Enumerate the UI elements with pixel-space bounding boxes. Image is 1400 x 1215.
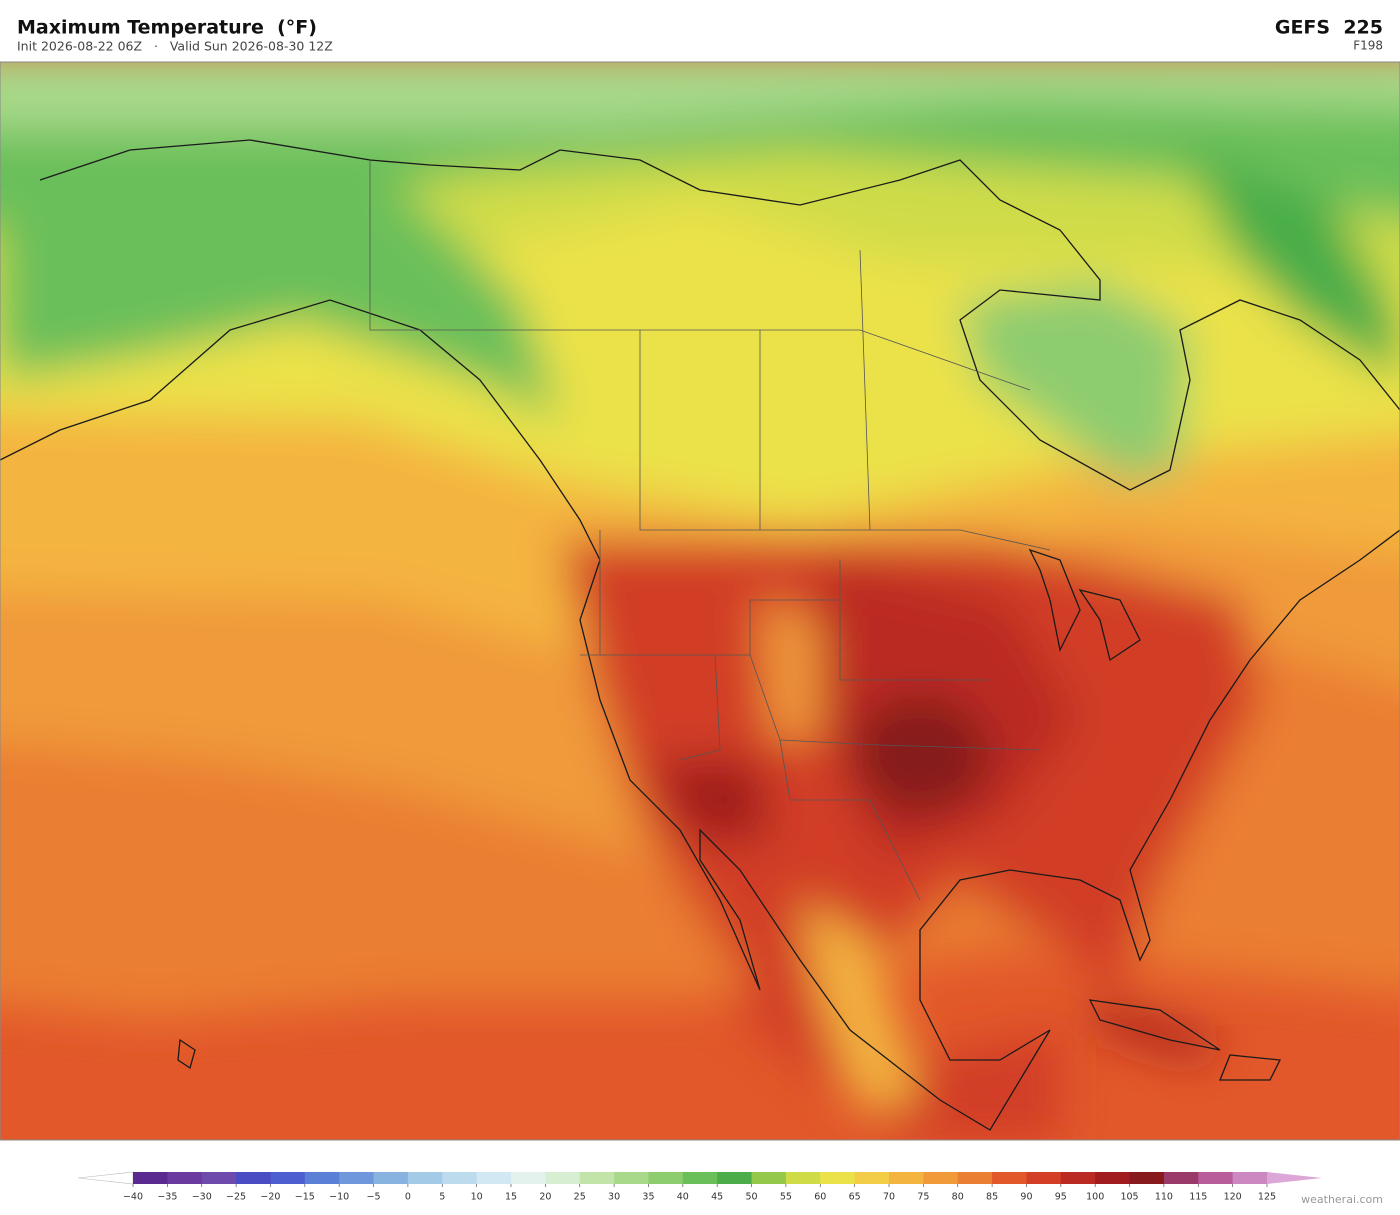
colorbar-tick-label: 10 [471,1192,483,1203]
colorbar-bin [442,1172,478,1184]
colorbar-bin [1232,1172,1268,1184]
colorbar-tick-label: 35 [642,1192,654,1203]
colorbar-tick-label: 95 [1055,1192,1067,1203]
colorbar-tick-label: 50 [745,1192,757,1203]
map-subtitle: Init 2026-08-22 06Z · Valid Sun 2026-08-… [17,39,333,54]
colorbar-tick-label: 5 [439,1192,445,1203]
colorbar-tick-label: 100 [1086,1192,1104,1203]
colorbar-bin [992,1172,1027,1184]
colorbar-tick-label: −30 [192,1192,212,1203]
colorbar-tick-label: 20 [539,1192,551,1203]
colorbar-bin [1129,1172,1165,1184]
colorbar-bin [1026,1172,1062,1184]
colorbar-tick-label: −10 [329,1192,349,1203]
colorbar-tick-label: 30 [608,1192,620,1203]
colorbar-tick-label: 65 [849,1192,861,1203]
colorbar-bin [579,1172,615,1184]
colorbar-bin [167,1172,203,1184]
colorbar-bin [923,1172,959,1184]
map-frame [0,61,1400,1141]
colorbar-tick-label: 15 [505,1192,517,1203]
colorbar-tick-label: −5 [367,1192,381,1203]
colorbar-bin [785,1172,821,1184]
colorbar-tick-label: −40 [123,1192,143,1203]
colorbar-bin [339,1172,375,1184]
colorbar-under [77,1171,134,1185]
colorbar-bin [201,1172,237,1184]
colorbar-bin [476,1172,512,1184]
colorbar-bin [1163,1172,1199,1184]
colorbar-bin [1060,1172,1096,1184]
watermark: weatherai.com [1301,1193,1383,1206]
colorbar-bin [854,1172,890,1184]
map-title: Maximum Temperature (°F) [17,17,317,39]
colorbar-bin [133,1172,168,1184]
colorbar-bin [407,1172,443,1184]
colorbar-tick-label: 45 [711,1192,723,1203]
colorbar-bin [304,1172,340,1184]
colorbar-tick-label: 55 [780,1192,792,1203]
colorbar-bin [270,1172,306,1184]
colorbar-tick-label: 125 [1258,1192,1276,1203]
colorbar-tick-label: 75 [917,1192,929,1203]
colorbar-bin [1198,1172,1234,1184]
colorbar-bin [717,1172,753,1184]
colorbar-bin [614,1172,649,1184]
colorbar-bin [648,1172,684,1184]
colorbar-tick-label: 70 [883,1192,895,1203]
colorbar-tick-label: 90 [1020,1192,1032,1203]
colorbar-bin [820,1172,856,1184]
colorbar-tick-label: 80 [952,1192,964,1203]
colorbar-bin [889,1172,924,1184]
colorbar-tick-label: 25 [574,1192,586,1203]
colorbar-tick-label: 60 [814,1192,826,1203]
colorbar-bin [751,1172,787,1184]
colorbar-tick-label: 110 [1155,1192,1173,1203]
colorbar-tick-label: 0 [405,1192,411,1203]
colorbar-bin [511,1172,546,1184]
colorbar-bin [1095,1172,1131,1184]
forecast-hour: F198 [1353,39,1383,53]
colorbar: −40 −35 −30 −25 −20 −15 −10 −5 0 5 10 15 20 25 30 35 40 4… [77,1171,1322,1203]
colorbar-bin [957,1172,993,1184]
colorbar-tick-label: 40 [677,1192,689,1203]
colorbar-tick-label: −20 [260,1192,280,1203]
colorbar-tick-label: 105 [1120,1192,1138,1203]
colorbar-over [1267,1172,1322,1184]
colorbar-tick-label: −35 [157,1192,177,1203]
colorbar-tick-label: −25 [226,1192,246,1203]
colorbar-bin [373,1172,409,1184]
colorbar-tick-label: 115 [1189,1192,1207,1203]
colorbar-bin [236,1172,271,1184]
colorbar-bin [545,1172,581,1184]
temperature-field [0,62,1400,1140]
model-label: GEFS 225 [1275,17,1383,39]
colorbar-tick-label: 85 [986,1192,998,1203]
colorbar-bin [682,1172,718,1184]
colorbar-tick-label: 120 [1224,1192,1242,1203]
colorbar-tick-label: −15 [295,1192,315,1203]
